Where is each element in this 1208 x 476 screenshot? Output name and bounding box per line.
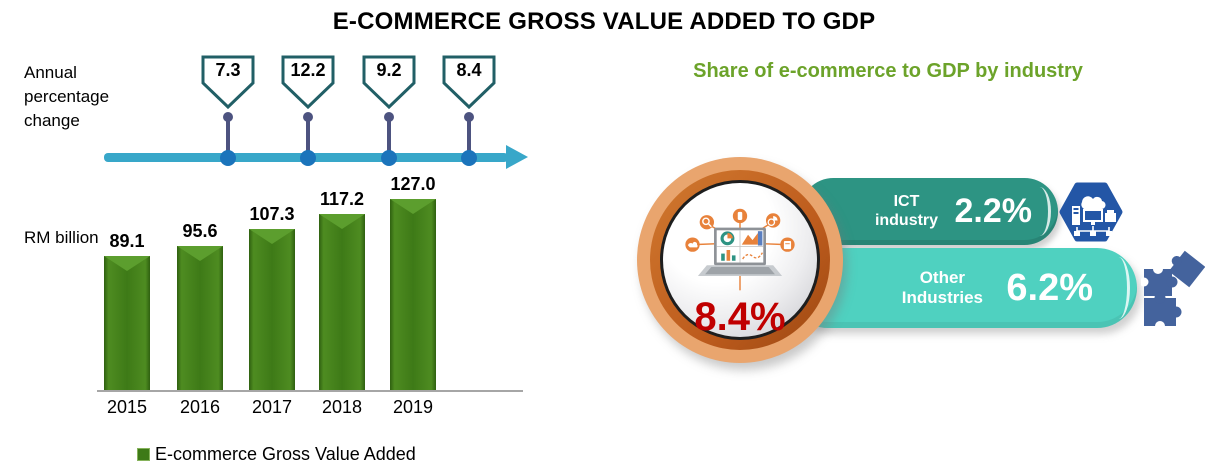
- timeline-dot: [381, 150, 397, 166]
- bar-2018: 117.2: [319, 189, 365, 390]
- x-tick-2017: 2017: [251, 397, 293, 417]
- x-tick-2016: 2016: [179, 397, 221, 417]
- pct-change-value: 9.2: [376, 60, 402, 80]
- x-tick-2019: 2019: [392, 397, 434, 417]
- marker-stem: [464, 112, 474, 157]
- marker-stem: [223, 112, 233, 157]
- pct-change-marker-2018: 9.2: [361, 54, 417, 110]
- page-title: E-COMMERCE GROSS VALUE ADDED TO GDP: [332, 8, 876, 35]
- bar-value-label: 117.2: [319, 189, 365, 209]
- pentagon-marker-icon: [201, 55, 255, 110]
- bar-value-label: 127.0: [390, 174, 436, 194]
- bar-2015: 89.1: [104, 231, 150, 390]
- bar-value-label: 89.1: [109, 231, 145, 251]
- bar-value-label: 95.6: [182, 221, 218, 241]
- legend-swatch-icon: [137, 448, 150, 461]
- pentagon-marker-icon: [362, 55, 416, 110]
- legend-label: E-commerce Gross Value Added: [155, 444, 416, 464]
- other-industries-ribbon: Other Industries 6.2%: [788, 248, 1137, 328]
- unit-label: RM billion: [24, 228, 99, 247]
- bar-2017: 107.3: [249, 204, 295, 390]
- puzzle-pieces-icon: [1139, 249, 1206, 334]
- pentagon-marker-icon: [281, 55, 335, 110]
- pct-change-value: 12.2: [290, 60, 326, 80]
- total-share-value: 8.4%: [694, 295, 786, 339]
- bar-value-label: 107.3: [249, 204, 295, 224]
- other-industries-value: 6.2%: [1006, 266, 1093, 309]
- marker-stem: [303, 112, 313, 157]
- pentagon-marker-icon: [442, 55, 496, 110]
- ict-industry-label: ICT industry: [874, 193, 939, 229]
- pct-change-value: 7.3: [215, 60, 241, 80]
- pct-change-marker-2017: 12.2: [280, 54, 336, 110]
- annual-percentage-change-label: Annual percentage change: [24, 63, 110, 130]
- marker-stem: [384, 112, 394, 157]
- ict-network-hexagon-icon: [1058, 181, 1124, 248]
- x-tick-2018: 2018: [321, 397, 363, 417]
- ict-industry-ribbon: ICT industry 2.2%: [800, 178, 1058, 245]
- x-tick-2015: 2015: [106, 397, 148, 417]
- ict-industry-value: 2.2%: [954, 192, 1033, 230]
- bar-2016: 95.6: [177, 221, 223, 390]
- share-heading: Share of e-commerce to GDP by industry: [693, 60, 1083, 82]
- chart-legend: E-commerce Gross Value Added: [137, 444, 416, 465]
- total-share-badge: 8.4%: [637, 157, 843, 363]
- other-industries-label: Other Industries: [901, 268, 983, 307]
- timeline-arrowhead-icon: [506, 145, 528, 169]
- pct-change-value: 8.4: [456, 60, 482, 80]
- timeline-dot: [300, 150, 316, 166]
- silver-disc: 8.4%: [663, 183, 817, 339]
- bar-chart-plot-area: 89.1 95.6 107.3 117.2 127.0 2015 2016 20…: [97, 174, 523, 417]
- timeline-dot: [220, 150, 236, 166]
- pct-change-marker-2019: 8.4: [441, 54, 497, 110]
- bar-2019: 127.0: [390, 174, 436, 390]
- laptop-dashboard-icon: [678, 207, 802, 298]
- timeline-dot: [461, 150, 477, 166]
- pct-change-marker-2016: 7.3: [200, 54, 256, 110]
